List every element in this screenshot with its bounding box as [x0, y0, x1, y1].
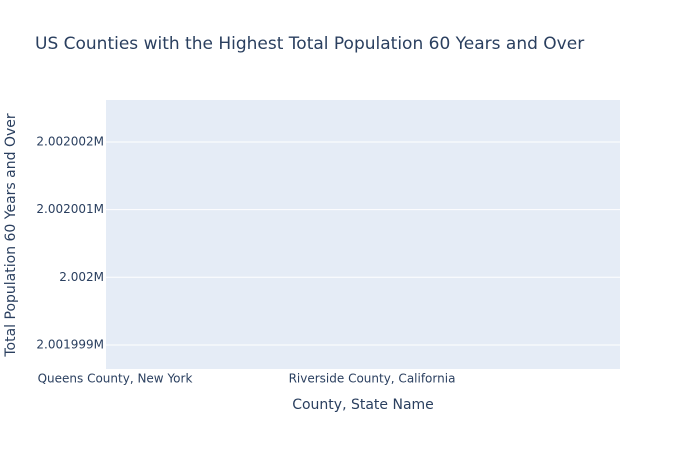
- x-tick-label: Queens County, New York: [38, 372, 193, 386]
- chart-title: US Counties with the Highest Total Popul…: [35, 34, 584, 54]
- y-tick-label: 2.002M: [59, 270, 104, 284]
- y-tick-label: 2.002002M: [36, 134, 104, 148]
- y-axis-title: Total Population 60 Years and Over: [3, 113, 19, 358]
- x-axis-title: County, State Name: [292, 397, 434, 413]
- x-tick-label: Riverside County, California: [289, 372, 456, 386]
- y-tick-label: 2.002001M: [36, 202, 104, 216]
- y-tick-label: 2.001999M: [36, 337, 104, 351]
- plot-area: [106, 100, 620, 369]
